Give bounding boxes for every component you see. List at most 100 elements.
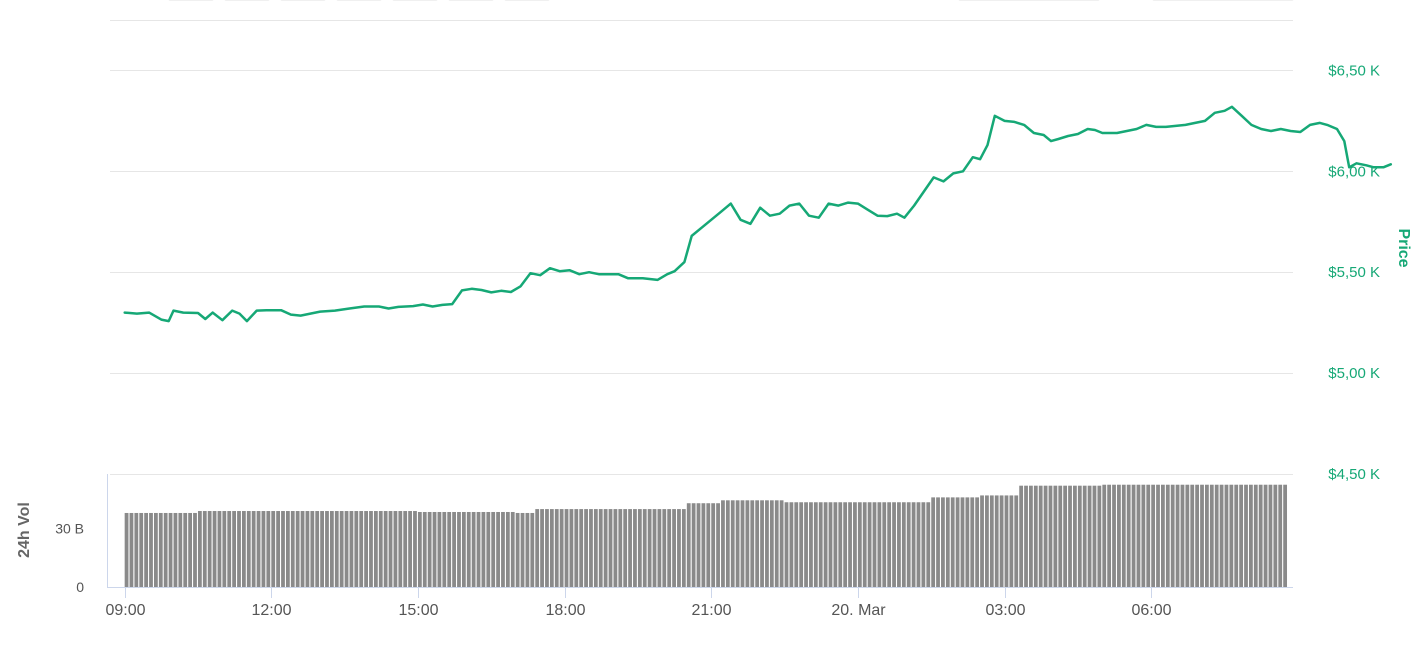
volume-bar xyxy=(501,511,505,587)
volume-bar xyxy=(701,503,706,587)
volume-bar xyxy=(818,502,823,587)
volume-bar xyxy=(139,512,144,587)
volume-bar xyxy=(378,511,383,587)
volume-bar xyxy=(603,509,608,587)
volume-bar xyxy=(1263,484,1268,587)
volume-bar xyxy=(716,503,720,587)
volume-bar xyxy=(955,497,960,587)
volume-bar xyxy=(256,511,261,587)
volume-bar xyxy=(266,511,271,587)
volume-bar xyxy=(1141,484,1146,587)
volume-bar xyxy=(633,509,637,587)
volume-bar xyxy=(427,511,432,587)
volume-bar xyxy=(564,509,569,587)
volume-bar xyxy=(1175,484,1180,587)
volume-bar xyxy=(569,509,574,587)
volume-bar xyxy=(232,511,236,587)
volume-bar xyxy=(1253,484,1258,587)
volume-bar xyxy=(848,502,852,587)
volume-bar xyxy=(652,509,657,587)
volume-bar xyxy=(1024,485,1028,587)
volume-bar xyxy=(677,509,681,587)
volume-bar xyxy=(809,502,813,587)
volume-bar xyxy=(237,511,241,587)
volume-bar xyxy=(559,509,564,587)
x-tick-label: 21:00 xyxy=(691,602,731,619)
volume-bar xyxy=(466,511,471,587)
volume-bar xyxy=(334,511,339,587)
volume-bar xyxy=(1239,484,1244,587)
volume-bar xyxy=(730,500,735,587)
volume-bar xyxy=(530,512,535,587)
volume-bar xyxy=(1161,484,1165,587)
volume-bar xyxy=(1077,485,1082,587)
volume-bar xyxy=(344,511,349,587)
volume-bar xyxy=(1205,484,1209,587)
volume-bar xyxy=(481,511,486,587)
volume-bar xyxy=(985,495,989,587)
volume-bar xyxy=(388,511,393,587)
volume-bar xyxy=(549,509,554,587)
volume-bar xyxy=(505,511,510,587)
volume-bar xyxy=(892,502,896,587)
price-series-line xyxy=(123,105,1393,323)
volume-bar xyxy=(197,511,202,587)
volume-bar xyxy=(222,511,227,587)
x-tick-label: 06:00 xyxy=(1131,602,1171,619)
volume-bar xyxy=(1048,485,1053,587)
volume-bar xyxy=(1146,484,1151,587)
volume-bar xyxy=(593,509,598,587)
volume-bar xyxy=(393,511,398,587)
volume-bar xyxy=(300,511,305,587)
volume-bar xyxy=(853,502,857,587)
volume-bar xyxy=(799,502,804,587)
volume-bar xyxy=(212,511,217,587)
volume-bar xyxy=(1219,484,1224,587)
volume-bar xyxy=(1244,484,1248,587)
volume-bar xyxy=(1097,485,1102,587)
volume-bar xyxy=(637,509,642,587)
volume-bar xyxy=(1209,484,1214,587)
volume-bar xyxy=(305,511,310,587)
price-tick-label: $5,00 K xyxy=(1328,365,1380,382)
volume-bar xyxy=(857,502,862,587)
volume-bar xyxy=(735,500,740,587)
volume-bar xyxy=(246,511,251,587)
volume-bar xyxy=(897,502,901,587)
volume-bar xyxy=(745,500,750,587)
volume-bar xyxy=(276,511,280,587)
price-tick-label: $4,50 K xyxy=(1328,466,1380,483)
volume-bar xyxy=(295,511,300,587)
volume-bar xyxy=(540,509,544,587)
volume-bar xyxy=(515,512,520,587)
volume-bar xyxy=(476,511,481,587)
volume-bar xyxy=(369,511,373,587)
price-tick-label: $6,00 K xyxy=(1328,163,1380,180)
volume-bar xyxy=(901,502,906,587)
volume-bar xyxy=(740,500,745,587)
volume-bar xyxy=(1200,484,1204,587)
volume-bar xyxy=(823,502,828,587)
volume-bar xyxy=(193,512,197,587)
volume-bar xyxy=(725,500,730,587)
volume-bar xyxy=(721,500,725,587)
volume-bar xyxy=(936,497,940,587)
volume-bar xyxy=(970,497,975,587)
price-gridlines xyxy=(110,20,1293,475)
volume-bar xyxy=(1258,484,1263,587)
volume-tick-label: 30 B xyxy=(55,521,84,537)
volume-bar xyxy=(618,509,623,587)
volume-bar xyxy=(882,502,887,587)
volume-bar xyxy=(383,511,388,587)
volume-bar xyxy=(765,500,769,587)
volume-bar xyxy=(686,503,691,587)
volume-bar xyxy=(696,503,701,587)
volume-bar xyxy=(486,511,491,587)
volume-bar xyxy=(417,511,422,587)
volume-bar xyxy=(691,503,696,587)
volume-bar xyxy=(1004,495,1009,587)
volume-bar xyxy=(1170,484,1175,587)
volume-bar xyxy=(662,509,667,587)
volume-bar xyxy=(281,511,285,587)
volume-bar xyxy=(574,509,579,587)
